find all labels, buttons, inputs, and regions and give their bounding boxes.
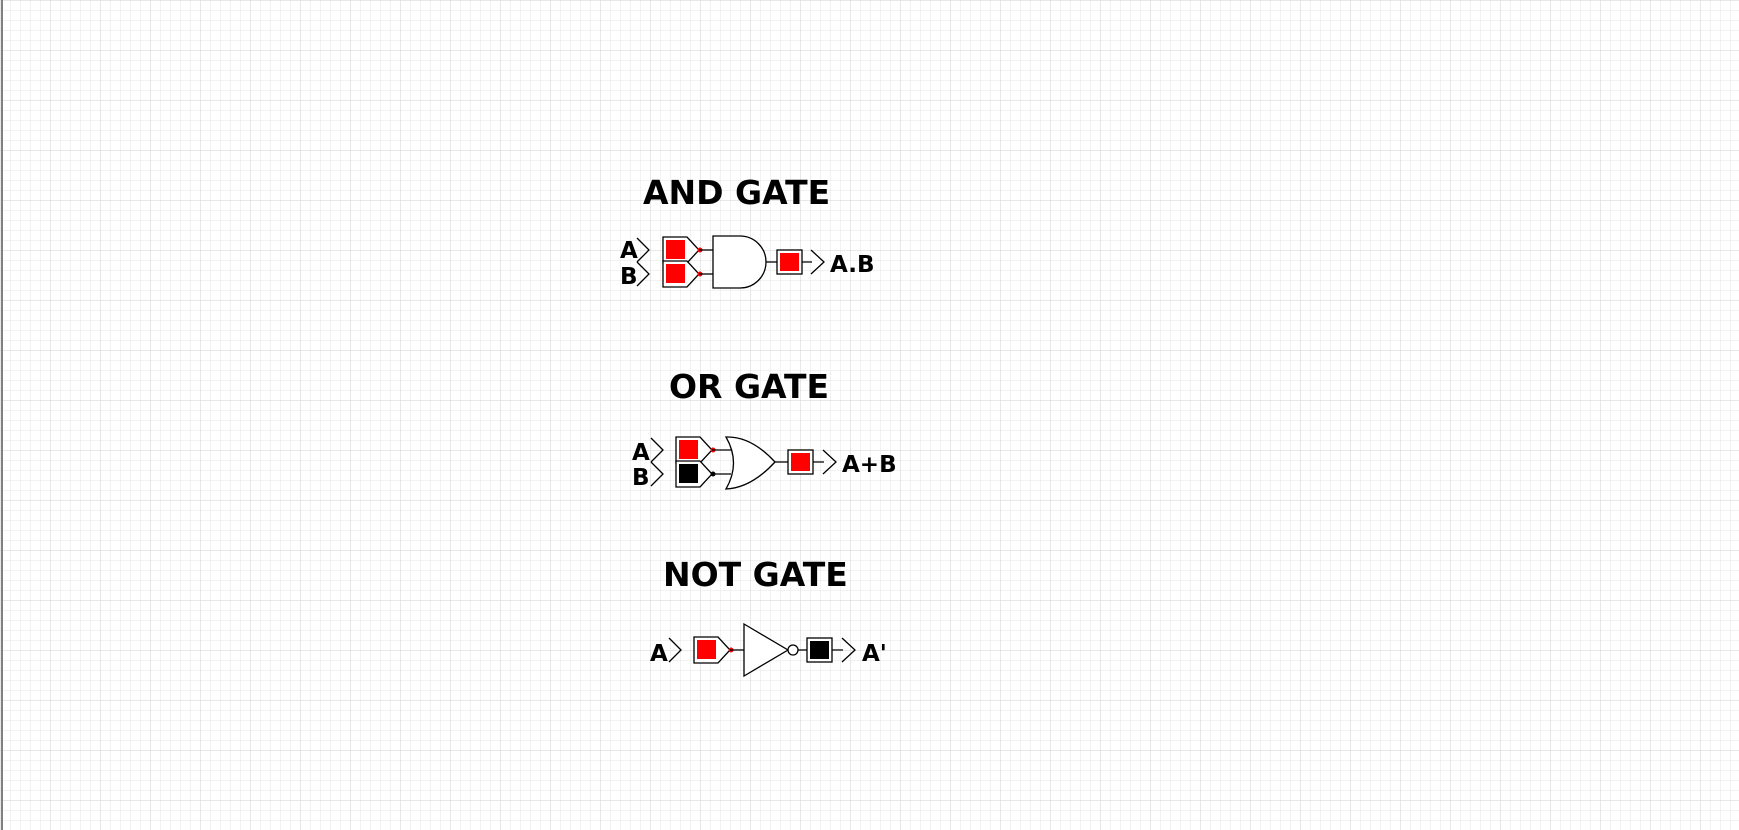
and-input-b-label: B [620, 264, 638, 290]
or-input-b-pin[interactable] [650, 460, 716, 488]
not-input-a-pin[interactable] [668, 636, 734, 664]
or-input-b-led [679, 464, 698, 483]
and-gate-title: AND GATE [643, 173, 830, 212]
not-input-a-label: A [650, 641, 668, 667]
not-gate-title: NOT GATE [663, 555, 848, 594]
and-gate-symbol[interactable] [712, 235, 767, 289]
or-output-led [791, 453, 810, 471]
not-input-a-led [697, 640, 716, 659]
or-gate-circuit: OR GATE A B A+B [632, 367, 897, 491]
and-output-led [780, 253, 799, 271]
and-output-pin [776, 249, 825, 275]
or-input-a-pin[interactable] [650, 436, 716, 464]
or-input-a-led [679, 440, 698, 459]
or-input-a-label: A [632, 440, 650, 466]
and-input-a-led [666, 240, 685, 259]
and-input-a-pin[interactable] [636, 236, 703, 264]
not-gate-symbol[interactable] [743, 622, 790, 678]
not-gate-inversion-bubble [787, 644, 799, 656]
not-output-pin [806, 637, 856, 663]
or-input-b-label: B [632, 465, 650, 491]
not-output-label: A' [862, 641, 887, 667]
and-input-b-pin[interactable] [636, 260, 703, 288]
not-output-led [810, 641, 829, 659]
not-gate-circuit: NOT GATE A A' [650, 555, 887, 678]
and-input-a-label: A [620, 238, 638, 264]
or-gate-symbol[interactable] [724, 436, 776, 490]
and-output-label: A.B [830, 252, 875, 278]
or-gate-title: OR GATE [669, 367, 829, 406]
and-gate-circuit: AND GATE A B A.B [620, 173, 875, 290]
or-output-pin [787, 449, 837, 475]
and-input-b-led [666, 264, 685, 283]
or-output-label: A+B [842, 452, 897, 478]
